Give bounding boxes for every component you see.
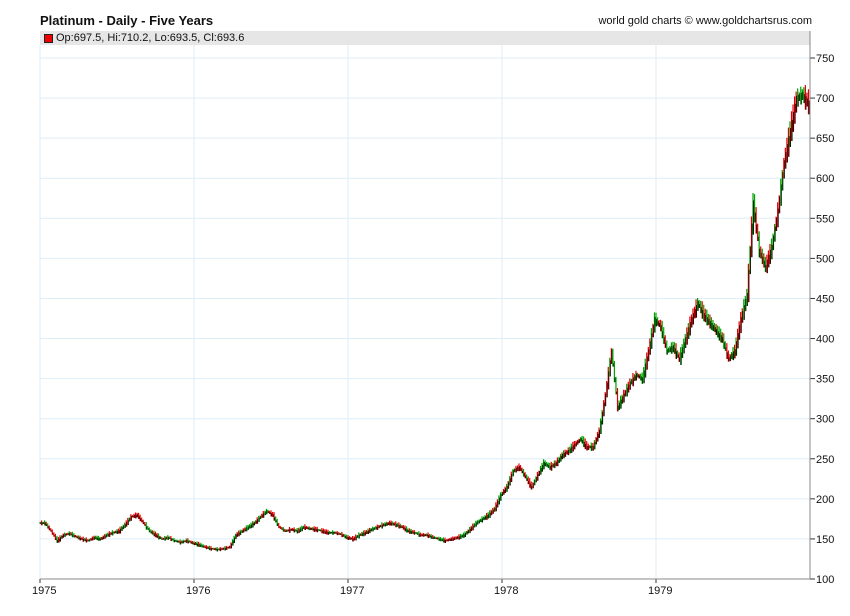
y-tick-label: 200 [816, 494, 834, 506]
y-tick-label: 550 [816, 213, 834, 225]
y-tick-label: 500 [816, 253, 834, 265]
x-tick-label: 1978 [494, 585, 518, 597]
chart-title: Platinum - Daily - Five Years [40, 13, 214, 28]
legend-swatch-icon [44, 34, 53, 43]
x-tick-label: 1975 [32, 585, 56, 597]
y-tick-label: 250 [816, 454, 834, 466]
plot-area [40, 45, 810, 579]
y-tick-label: 350 [816, 374, 834, 386]
legend-label: Op:697.5, Hi:710.2, Lo:693.5, Cl:693.6 [56, 32, 245, 44]
x-tick-label: 1979 [648, 585, 672, 597]
y-tick-label: 600 [816, 173, 834, 185]
x-tick-label: 1976 [186, 585, 210, 597]
y-tick-label: 400 [816, 334, 834, 346]
chart-credit: world gold charts © www.goldchartsrus.co… [598, 15, 812, 27]
x-tick-label: 1977 [340, 585, 364, 597]
y-tick-label: 100 [816, 574, 834, 586]
y-tick-label: 700 [816, 93, 834, 105]
y-tick-label: 150 [816, 534, 834, 546]
y-tick-label: 450 [816, 293, 834, 305]
y-tick-label: 750 [816, 53, 834, 65]
y-tick-label: 300 [816, 414, 834, 426]
ohlc-legend: Op:697.5, Hi:710.2, Lo:693.5, Cl:693.6 [40, 31, 810, 45]
y-tick-label: 650 [816, 133, 834, 145]
